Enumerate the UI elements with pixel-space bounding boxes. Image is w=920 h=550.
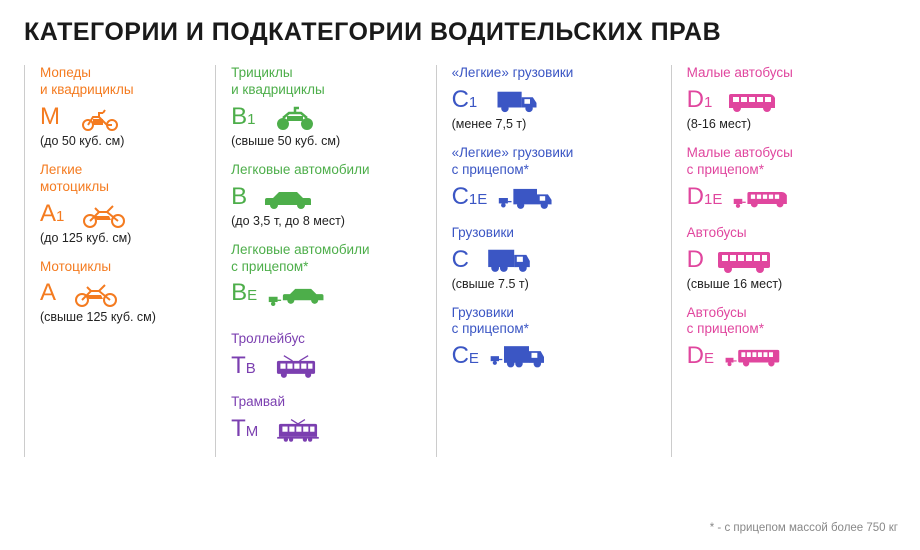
category-code: C1 — [452, 86, 478, 114]
category-title: «Легкие» грузовикис прицепом* — [452, 145, 661, 179]
category-code: M — [40, 103, 60, 131]
column-0: Мопедыи квадрициклы M (до 50 куб. см) Ле… — [24, 65, 215, 457]
category-item-TM: Трамвай TM — [231, 394, 425, 443]
category-item-M: Мопедыи квадрициклы M (до 50 куб. см) — [40, 65, 205, 148]
category-spec: (свыше 7.5 т) — [452, 277, 661, 291]
bus-icon — [714, 248, 774, 274]
category-item-D1: Малые автобусы D1 (8-16 мест) — [687, 65, 886, 131]
category-code: BE — [231, 279, 257, 307]
category-title: Троллейбус — [231, 331, 425, 348]
category-code: CE — [452, 342, 479, 370]
column-1: Трициклыи квадрициклы B1 (свыше 50 куб. … — [215, 65, 435, 457]
category-title: Малые автобусы — [687, 65, 886, 82]
category-title: Автобусыс прицепом* — [687, 305, 886, 339]
columns-container: Мопедыи квадрициклы M (до 50 куб. см) Ле… — [24, 65, 896, 457]
category-title: Грузовикис прицепом* — [452, 305, 661, 339]
minibus-trailer-icon — [732, 185, 792, 211]
minibus-icon — [722, 88, 782, 114]
category-spec: (свыше 125 куб. см) — [40, 310, 205, 324]
category-title: Мотоциклы — [40, 259, 205, 276]
category-title: Трамвай — [231, 394, 425, 411]
category-title: Автобусы — [687, 225, 886, 242]
tram-icon — [268, 417, 328, 443]
category-title: Трициклыи квадрициклы — [231, 65, 425, 99]
category-item-B1: Трициклыи квадрициклы B1 (свыше 50 куб. … — [231, 65, 425, 148]
category-spec: (свыше 50 куб. см) — [231, 134, 425, 148]
category-item-DE: Автобусыс прицепом* DE — [687, 305, 886, 371]
category-spec: (менее 7,5 т) — [452, 117, 661, 131]
category-title: Малые автобусыс прицепом* — [687, 145, 886, 179]
category-title: Грузовики — [452, 225, 661, 242]
category-spec: (до 50 куб. см) — [40, 134, 205, 148]
category-spec: (до 125 куб. см) — [40, 231, 205, 245]
category-spec: (свыше 16 мест) — [687, 277, 886, 291]
category-spec: (8-16 мест) — [687, 117, 886, 131]
truck-icon — [479, 248, 539, 274]
trolley-icon — [266, 354, 326, 380]
category-item-CE: Грузовикис прицепом* CE — [452, 305, 661, 371]
moto-icon — [66, 281, 126, 307]
category-code: D1 — [687, 86, 713, 114]
moto-icon — [74, 202, 134, 228]
category-code: TM — [231, 415, 258, 443]
category-code: C1E — [452, 183, 488, 211]
category-code: B1 — [231, 103, 255, 131]
category-item-BE: Легковые автомобилис прицепом* BE — [231, 242, 425, 308]
category-item-C: Грузовики C (свыше 7.5 т) — [452, 225, 661, 291]
category-code: A — [40, 279, 56, 307]
category-item-TB: Троллейбус TB — [231, 331, 425, 380]
page-title: КАТЕГОРИИ И ПОДКАТЕГОРИИ ВОДИТЕЛЬСКИХ ПР… — [24, 18, 896, 47]
moped-icon — [70, 105, 130, 131]
category-code: C — [452, 246, 469, 274]
category-item-D: Автобусы D (свыше 16 мест) — [687, 225, 886, 291]
car-icon — [257, 185, 317, 211]
category-code: D — [687, 246, 704, 274]
category-code: B — [231, 183, 247, 211]
category-item-A: Мотоциклы A (свыше 125 куб. см) — [40, 259, 205, 325]
category-code: D1E — [687, 183, 723, 211]
category-title: Легкиемотоциклы — [40, 162, 205, 196]
category-code: DE — [687, 342, 714, 370]
column-2: «Легкие» грузовики C1 (менее 7,5 т) «Лег… — [436, 65, 671, 457]
bus-trailer-icon — [724, 344, 784, 370]
column-3: Малые автобусы D1 (8-16 мест) Малые авто… — [671, 65, 896, 457]
category-item-C1E: «Легкие» грузовикис прицепом* C1E — [452, 145, 661, 211]
category-code: A1 — [40, 200, 64, 228]
category-item-B: Легковые автомобили B (до 3,5 т, до 8 ме… — [231, 162, 425, 228]
category-title: Легковые автомобилис прицепом* — [231, 242, 425, 276]
quad-icon — [265, 105, 325, 131]
truck-sm-trailer-icon — [497, 185, 557, 211]
category-item-C1: «Легкие» грузовики C1 (менее 7,5 т) — [452, 65, 661, 131]
category-spec: (до 3,5 т, до 8 мест) — [231, 214, 425, 228]
car-trailer-icon — [267, 281, 327, 307]
footnote: * - с прицепом массой более 750 кг — [710, 522, 898, 534]
category-title: «Легкие» грузовики — [452, 65, 661, 82]
category-item-D1E: Малые автобусыс прицепом* D1E — [687, 145, 886, 211]
truck-trailer-icon — [489, 344, 549, 370]
category-item-A1: Легкиемотоциклы A1 (до 125 куб. см) — [40, 162, 205, 245]
category-title: Легковые автомобили — [231, 162, 425, 179]
category-code: TB — [231, 352, 256, 380]
category-title: Мопедыи квадрициклы — [40, 65, 205, 99]
truck-sm-icon — [487, 88, 547, 114]
